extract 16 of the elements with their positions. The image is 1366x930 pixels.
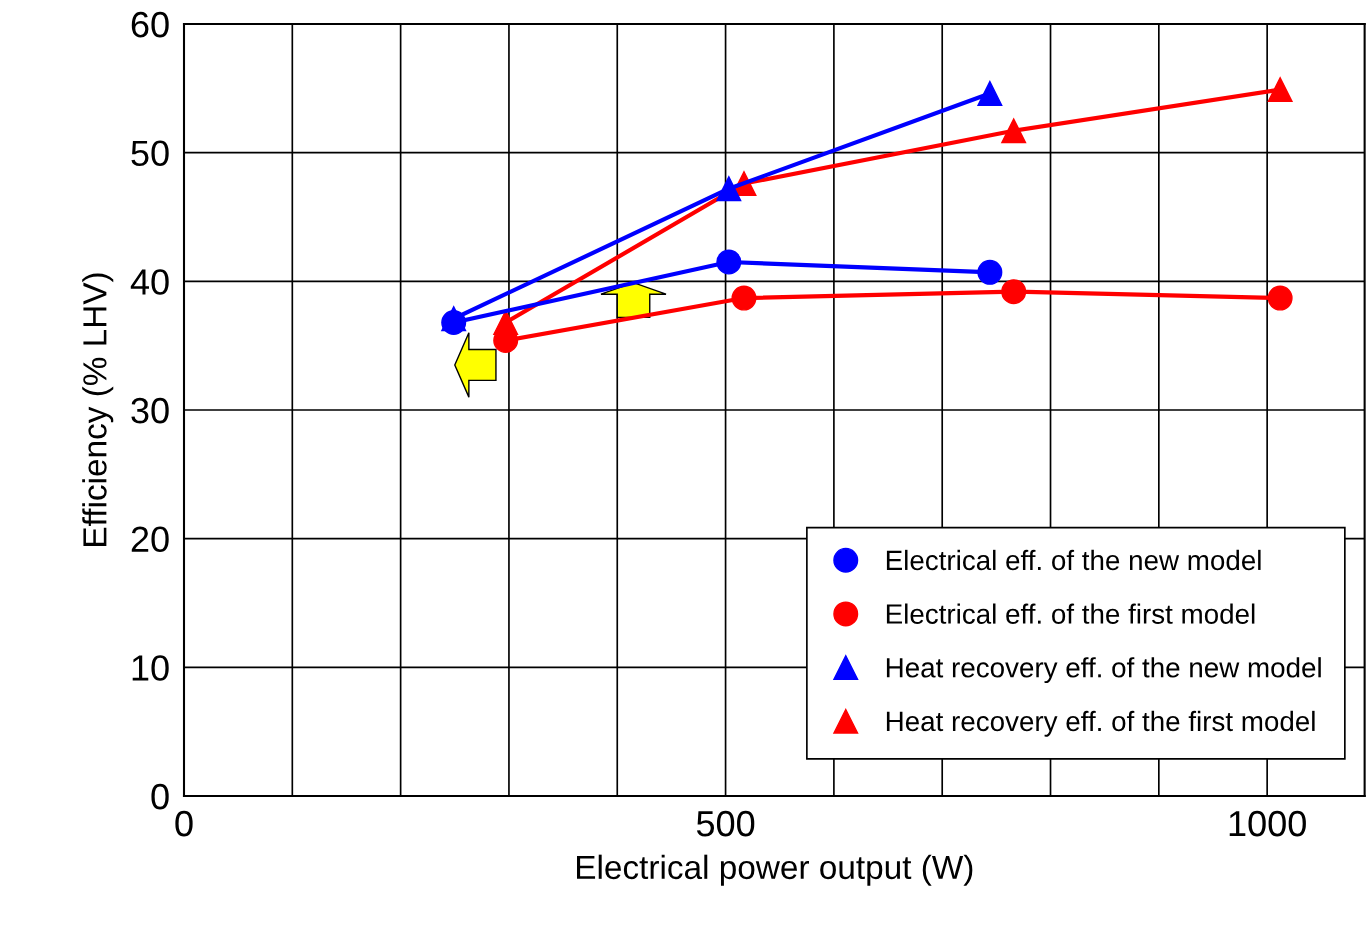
y-tick-label: 60 — [131, 11, 169, 38]
y-axis-title: Efficiency (% LHV) — [82, 273, 114, 546]
x-tick-label: 500 — [696, 810, 755, 837]
y-tick-label: 10 — [132, 655, 169, 681]
x-tick-label: 1000 — [1229, 810, 1306, 837]
legend-label: Electrical eff. of the new model — [886, 549, 1261, 571]
legend-label: Heat recovery eff. of the first model — [886, 710, 1315, 737]
legend-label: Electrical eff. of the first model — [886, 603, 1255, 624]
x-axis-title: Electrical power output (W) — [577, 854, 973, 886]
y-tick-label: 20 — [131, 526, 169, 553]
y-tick-label: 30 — [131, 397, 169, 424]
y-tick-label: 50 — [131, 140, 169, 167]
x-tick-label: 0 — [175, 810, 193, 837]
y-tick-label: 40 — [130, 269, 169, 295]
legend-label: Heat recovery eff. of the new model — [886, 657, 1321, 684]
y-tick-label: 0 — [151, 783, 169, 810]
